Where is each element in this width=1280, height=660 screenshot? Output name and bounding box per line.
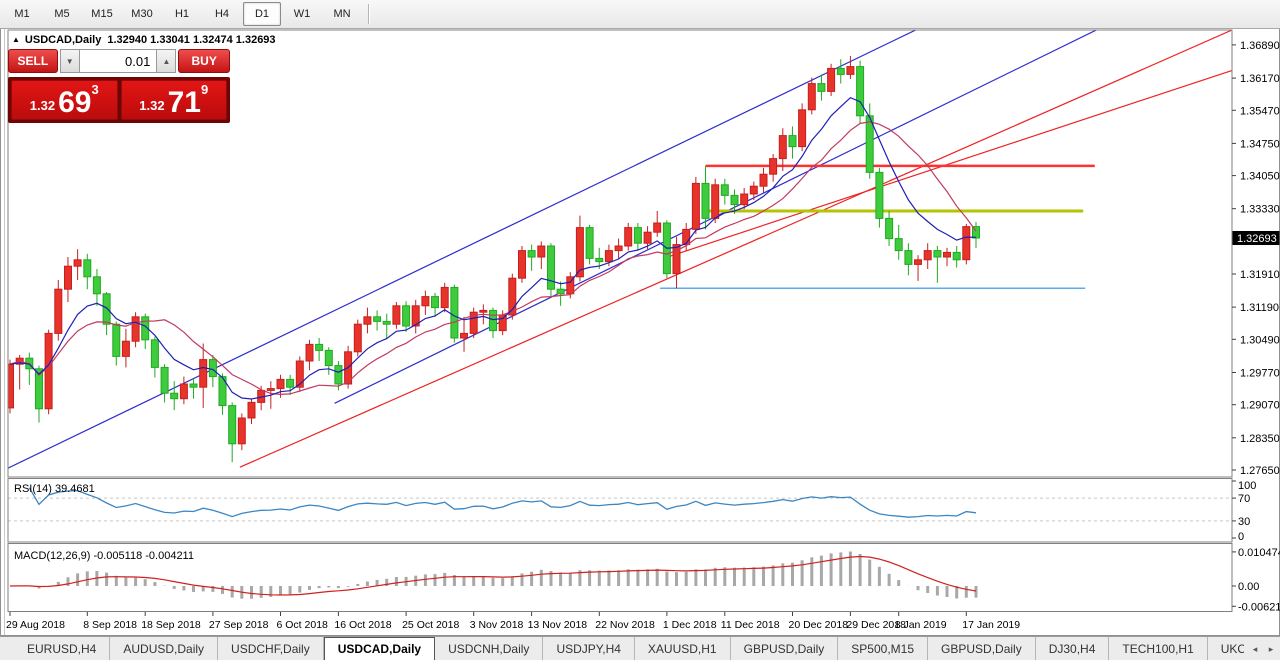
svg-text:17 Jan 2019: 17 Jan 2019	[962, 619, 1020, 631]
tab-xauusd-h1[interactable]: XAUUSD,H1	[635, 637, 731, 660]
svg-text:1.31190: 1.31190	[1240, 302, 1279, 314]
tab-sp500-m15[interactable]: SP500,M15	[838, 637, 929, 660]
sell-price-big: 69	[58, 86, 92, 119]
svg-text:70: 70	[1238, 493, 1250, 505]
sell-price-button[interactable]: 1.32 69 3	[11, 80, 118, 120]
svg-text:27 Sep 2018: 27 Sep 2018	[209, 619, 269, 631]
symbol-marker-icon: ▲	[12, 35, 20, 44]
buy-price-prefix: 1.32	[139, 98, 165, 113]
svg-text:1.34750: 1.34750	[1240, 138, 1280, 150]
toolbar-separator	[368, 4, 370, 24]
timeframe-button-m30[interactable]: M30	[131, 8, 153, 20]
svg-text:20 Dec 2018: 20 Dec 2018	[789, 619, 849, 631]
svg-text:29 Dec 2018: 29 Dec 2018	[846, 619, 906, 631]
svg-text:30: 30	[1238, 516, 1250, 528]
buy-button[interactable]: BUY	[178, 49, 230, 73]
svg-text:8 Jan 2019: 8 Jan 2019	[895, 619, 947, 631]
timeframe-button-mn[interactable]: MN	[333, 8, 351, 20]
buy-price-big: 71	[167, 86, 201, 119]
timeframe-button-m5[interactable]: M5	[54, 8, 70, 20]
one-click-trade-panel: SELL ▼ 0.01 ▲ BUY 1.32 69 3 1.32 71 9	[8, 49, 230, 123]
svg-text:11 Dec 2018: 11 Dec 2018	[721, 619, 780, 631]
svg-text:29 Aug 2018: 29 Aug 2018	[6, 619, 65, 631]
svg-text:MACD(12,26,9) -0.005118 -0.004: MACD(12,26,9) -0.005118 -0.004211	[14, 550, 194, 562]
svg-text:0: 0	[1238, 531, 1244, 543]
svg-text:1 Dec 2018: 1 Dec 2018	[663, 619, 717, 631]
svg-text:-0.006218: -0.006218	[1238, 601, 1280, 613]
svg-text:18 Sep 2018: 18 Sep 2018	[141, 619, 201, 631]
svg-text:1.29070: 1.29070	[1240, 400, 1280, 412]
sell-price-prefix: 1.32	[29, 98, 56, 113]
svg-text:1.32693: 1.32693	[1237, 233, 1277, 245]
svg-text:RSI(14) 39.4681: RSI(14) 39.4681	[14, 483, 95, 495]
tab-audusd-daily[interactable]: AUDUSD,Daily	[110, 637, 219, 660]
timeframe-button-m1[interactable]: M1	[14, 8, 30, 20]
volume-input[interactable]: 0.01	[79, 49, 157, 73]
svg-text:1.31910: 1.31910	[1240, 269, 1280, 281]
sell-price-sup: 3	[91, 82, 99, 97]
buy-price-button[interactable]: 1.32 71 9	[120, 80, 227, 120]
tab-usdcnh-daily[interactable]: USDCNH,Daily	[435, 637, 544, 660]
timeframe-button-h4[interactable]: H4	[214, 8, 230, 20]
tab-usdcad-daily[interactable]: USDCAD,Daily	[323, 637, 436, 660]
timeframe-button-m15[interactable]: M15	[91, 8, 113, 20]
svg-text:1.36170: 1.36170	[1240, 73, 1280, 85]
svg-text:1.27650: 1.27650	[1240, 465, 1280, 477]
timeframe-toolbar: M1 M5 M15 M30 H1 H4 D1 W1 MN	[0, 0, 1280, 29]
chart-tab-bar: EURUSD,H4 AUDUSD,Daily USDCHF,Daily USDCAD,…	[0, 636, 1280, 660]
buy-price-sup: 9	[200, 82, 209, 97]
svg-text:0.010474: 0.010474	[1238, 547, 1280, 559]
svg-text:25 Oct 2018: 25 Oct 2018	[402, 619, 459, 631]
svg-text:0.00: 0.00	[1238, 581, 1259, 593]
tab-eurusd-h4[interactable]: EURUSD,H4	[14, 637, 111, 660]
tab-gbpusd-daily[interactable]: GBPUSD,Daily	[928, 637, 1036, 660]
svg-text:22 Nov 2018: 22 Nov 2018	[595, 619, 655, 631]
chart-header: ▲ USDCAD,Daily 1.32940 1.33041 1.32474 1.3…	[12, 34, 276, 46]
volume-decrease-button[interactable]: ▼	[59, 49, 80, 73]
tab-usdjpy-h4[interactable]: USDJPY,H4	[543, 637, 635, 660]
tab-scroll-left-icon[interactable]: ◂	[1252, 643, 1258, 654]
svg-text:1.29770: 1.29770	[1240, 368, 1280, 380]
chart-ohlc-values: 1.32940 1.33041 1.32474 1.32693	[107, 34, 276, 46]
tab-tech100-h1[interactable]: TECH100,H1	[1109, 637, 1208, 660]
timeframe-button-d1[interactable]: D1	[243, 2, 281, 26]
volume-increase-button[interactable]: ▲	[156, 49, 177, 73]
tab-gbpusd-daily[interactable]: GBPUSD,Daily	[731, 637, 839, 660]
svg-text:16 Oct 2018: 16 Oct 2018	[334, 619, 391, 631]
chart-symbol-label: USDCAD,Daily	[24, 34, 102, 46]
tab-scroll-arrows: ◂ ▸	[1244, 637, 1278, 660]
svg-text:3 Nov 2018: 3 Nov 2018	[470, 619, 524, 631]
timeframe-button-h1[interactable]: H1	[174, 8, 190, 20]
svg-text:1.33330: 1.33330	[1240, 204, 1280, 216]
tab-scroll-right-icon[interactable]: ▸	[1268, 643, 1274, 654]
tab-dj30-h4[interactable]: DJ30,H4	[1036, 637, 1110, 660]
svg-text:1.34050: 1.34050	[1240, 171, 1280, 183]
sell-button[interactable]: SELL	[8, 49, 58, 73]
svg-text:1.36890: 1.36890	[1240, 40, 1280, 52]
svg-text:100: 100	[1238, 480, 1256, 492]
tab-usdchf-daily[interactable]: USDCHF,Daily	[218, 637, 324, 660]
svg-text:13 Nov 2018: 13 Nov 2018	[528, 619, 588, 631]
svg-text:8 Sep 2018: 8 Sep 2018	[83, 619, 137, 631]
svg-text:6 Oct 2018: 6 Oct 2018	[277, 619, 329, 631]
svg-text:1.35470: 1.35470	[1240, 105, 1280, 117]
chart-canvas[interactable]: 1.36890 1.36170 1.35470 1.34750 1.34050 1.333…	[0, 29, 1280, 636]
svg-text:1.30490: 1.30490	[1240, 334, 1280, 346]
timeframe-button-w1[interactable]: W1	[293, 8, 311, 20]
svg-text:1.28350: 1.28350	[1240, 433, 1280, 445]
